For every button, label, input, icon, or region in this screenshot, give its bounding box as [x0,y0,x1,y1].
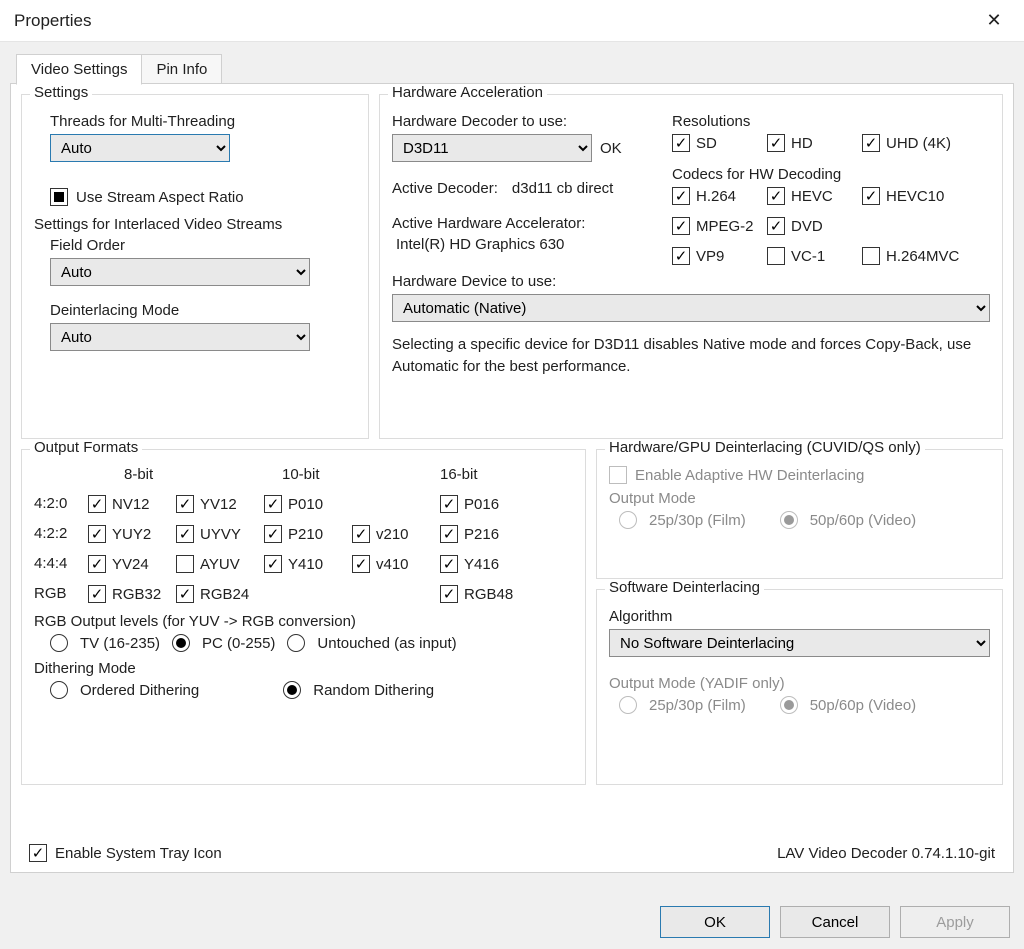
button-bar: OK Cancel Apply [0,895,1024,949]
fmt-y416-checkbox[interactable] [440,555,458,573]
fmt-p210-checkbox[interactable] [264,525,282,543]
tray-icon-checkbox[interactable] [29,844,47,862]
group-output-formats: Output Formats 8-bit 10-bit 16-bit 4:2:0… [21,449,586,785]
rgb-pc-radio[interactable] [172,634,190,652]
gpude-video-radio [780,511,798,529]
gpude-mode-label: Output Mode [609,490,990,507]
dither-ordered-radio[interactable] [50,681,68,699]
fmt-rgb32-checkbox[interactable] [88,585,106,603]
tab-video-settings[interactable]: Video Settings [16,54,142,85]
fmt-nv12-checkbox[interactable] [88,495,106,513]
field-order-combo[interactable]: Auto [50,258,310,286]
interlaced-header: Settings for Interlaced Video Streams [34,216,356,233]
fmt-rgb24-checkbox[interactable] [176,585,194,603]
fmt-p016-checkbox[interactable] [440,495,458,513]
tab-pin-info[interactable]: Pin Info [141,54,222,85]
swde-film-radio [619,696,637,714]
field-order-label: Field Order [50,237,356,254]
titlebar: Properties ✕ [0,0,1024,42]
gpude-film-radio [619,511,637,529]
codec-vp9-checkbox[interactable] [672,247,690,265]
apply-button: Apply [900,906,1010,938]
hw-decoder-combo[interactable]: D3D11 [392,134,592,162]
hw-legend: Hardware Acceleration [388,84,547,101]
hw-device-note: Selecting a specific device for D3D11 di… [392,334,990,378]
fmt-p010-checkbox[interactable] [264,495,282,513]
hw-device-label: Hardware Device to use: [392,273,990,290]
active-accel-label: Active Hardware Accelerator: [392,215,662,232]
res-uhd-checkbox[interactable] [862,134,880,152]
codec-vc1-checkbox[interactable] [767,247,785,265]
codec-h264-checkbox[interactable] [672,187,690,205]
version-label: LAV Video Decoder 0.74.1.10-git [777,845,995,862]
deint-mode-label: Deinterlacing Mode [50,302,356,319]
codec-mpeg2-checkbox[interactable] [672,217,690,235]
group-hardware-accel: Hardware Acceleration Hardware Decoder t… [379,94,1003,439]
dither-random-radio[interactable] [283,681,301,699]
active-decoder-label: Active Decoder: [392,180,498,197]
fmt-p216-checkbox[interactable] [440,525,458,543]
hw-decoder-ok: OK [600,140,622,157]
rgb-levels-label: RGB Output levels (for YUV -> RGB conver… [34,613,573,630]
fmt-yv24-checkbox[interactable] [88,555,106,573]
tab-panel: Settings Threads for Multi-Threading Aut… [10,83,1014,873]
fmt-y410-checkbox[interactable] [264,555,282,573]
codecs-label: Codecs for HW Decoding [672,166,990,183]
rgb-untouched-radio[interactable] [287,634,305,652]
group-gpu-deint: Hardware/GPU Deinterlacing (CUVID/QS onl… [596,449,1003,579]
codec-h264mvc-checkbox[interactable] [862,247,880,265]
fmt-yuy2-checkbox[interactable] [88,525,106,543]
cancel-button[interactable]: Cancel [780,906,890,938]
swde-mode-label: Output Mode (YADIF only) [609,675,990,692]
swde-alg-combo[interactable]: No Software Deinterlacing [609,629,990,657]
dither-label: Dithering Mode [34,660,573,677]
tray-icon-label: Enable System Tray Icon [55,845,222,862]
use-stream-aspect-label: Use Stream Aspect Ratio [76,189,244,206]
codec-dvd-checkbox[interactable] [767,217,785,235]
group-settings-legend: Settings [30,84,92,101]
fmt-uyvy-checkbox[interactable] [176,525,194,543]
deint-mode-combo[interactable]: Auto [50,323,310,351]
gpude-enable-checkbox [609,466,627,484]
codec-hevc10-checkbox[interactable] [862,187,880,205]
gpude-enable-label: Enable Adaptive HW Deinterlacing [635,467,864,484]
hw-device-combo[interactable]: Automatic (Native) [392,294,990,322]
gpude-legend: Hardware/GPU Deinterlacing (CUVID/QS onl… [605,439,925,456]
fmt-v210-checkbox[interactable] [352,525,370,543]
group-sw-deint: Software Deinterlacing Algorithm No Soft… [596,589,1003,785]
group-settings: Settings Threads for Multi-Threading Aut… [21,94,369,439]
fmt-ayuv-checkbox[interactable] [176,555,194,573]
dialog-body: Video Settings Pin Info Settings Threads… [0,42,1024,949]
close-icon[interactable]: ✕ [978,10,1010,31]
formats-legend: Output Formats [30,439,142,456]
tabstrip: Video Settings Pin Info [10,54,1014,85]
codec-hevc-checkbox[interactable] [767,187,785,205]
active-decoder-value: d3d11 cb direct [512,180,613,197]
fmt-rgb48-checkbox[interactable] [440,585,458,603]
resolutions-label: Resolutions [672,113,990,130]
hw-decoder-label: Hardware Decoder to use: [392,113,662,130]
threads-combo[interactable]: Auto [50,134,230,162]
swde-video-radio [780,696,798,714]
res-sd-checkbox[interactable] [672,134,690,152]
ok-button[interactable]: OK [660,906,770,938]
fmt-yv12-checkbox[interactable] [176,495,194,513]
threads-label: Threads for Multi-Threading [50,113,356,130]
swde-legend: Software Deinterlacing [605,579,764,596]
fmt-v410-checkbox[interactable] [352,555,370,573]
use-stream-aspect-checkbox[interactable] [50,188,68,206]
res-hd-checkbox[interactable] [767,134,785,152]
active-accel-value: Intel(R) HD Graphics 630 [396,236,662,253]
rgb-tv-radio[interactable] [50,634,68,652]
window-title: Properties [14,11,978,31]
swde-alg-label: Algorithm [609,608,990,625]
